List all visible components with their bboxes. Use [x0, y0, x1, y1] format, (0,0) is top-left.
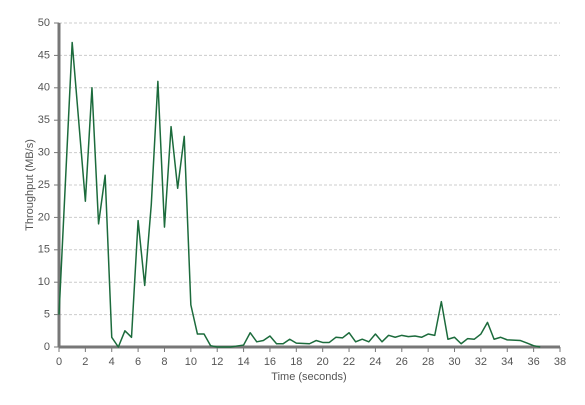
x-axis-label: Time (seconds): [271, 371, 346, 383]
x-tick-label: 22: [343, 356, 355, 368]
x-tick-label: 38: [554, 356, 566, 368]
x-tick-label: 0: [56, 356, 62, 368]
y-tick-label: 0: [44, 341, 50, 353]
x-tick-label: 4: [109, 356, 115, 368]
y-axis-label: Throughput (MB/s): [24, 139, 36, 231]
y-tick-label: 5: [44, 309, 50, 321]
y-tick-label: 40: [38, 82, 50, 94]
x-tick-label: 6: [135, 356, 141, 368]
x-tick-label: 8: [161, 356, 167, 368]
y-tick-label: 30: [38, 147, 50, 159]
x-tick-label: 28: [422, 356, 434, 368]
data-line: [58, 41, 541, 348]
y-tick-label: 45: [38, 49, 50, 61]
x-tick-label: 16: [264, 356, 276, 368]
x-tick-label: 26: [396, 356, 408, 368]
y-tick-label: 10: [38, 276, 50, 288]
x-tick-label: 36: [528, 356, 540, 368]
x-tick-label: 30: [448, 356, 460, 368]
y-tick-label: 15: [38, 244, 50, 256]
x-tick-label: 2: [82, 356, 88, 368]
x-tick-label: 12: [211, 356, 223, 368]
y-tick-label: 25: [38, 179, 50, 191]
y-tick-label: 50: [38, 17, 50, 29]
x-tick-label: 34: [501, 356, 513, 368]
y-tick-label: 35: [38, 114, 50, 126]
x-tick-label: 32: [475, 356, 487, 368]
x-tick-label: 18: [290, 356, 302, 368]
x-tick-label: 20: [317, 356, 329, 368]
x-tick-label: 24: [369, 356, 381, 368]
x-tick-label: 10: [185, 356, 197, 368]
x-tick-label: 14: [237, 356, 249, 368]
y-tick-label: 20: [38, 211, 50, 223]
